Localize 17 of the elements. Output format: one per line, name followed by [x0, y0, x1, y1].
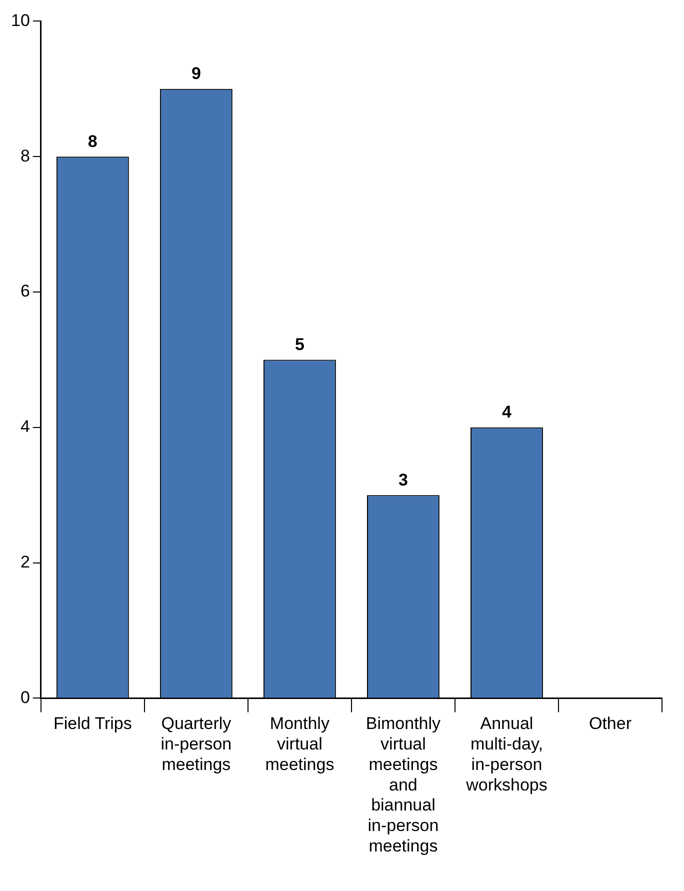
x-tick-label: Quarterly in-person meetings	[160, 714, 232, 774]
y-tick-label: 4	[20, 417, 30, 436]
y-tick-label: 8	[20, 146, 30, 166]
y-tick-label: 0	[20, 688, 30, 707]
data-label: 4	[502, 402, 512, 422]
y-tick-label: 10	[10, 10, 30, 30]
y-tick-label: 6	[20, 282, 30, 301]
data-label: 3	[398, 470, 408, 490]
data-label: 5	[294, 334, 304, 354]
x-tick-label: Other	[588, 714, 632, 734]
data-label: 9	[191, 64, 201, 84]
y-tick-label: 2	[20, 552, 30, 572]
data-label: 8	[88, 132, 98, 151]
x-tick-label: Field Trips	[53, 714, 132, 734]
x-tick-label: Annual multi-day, in-person workshops	[465, 714, 548, 794]
x-tick-label: Bimonthly virtual meetings and biannual in-person meetings	[366, 714, 442, 856]
x-tick-label: Monthly virtual meetings	[265, 714, 334, 774]
